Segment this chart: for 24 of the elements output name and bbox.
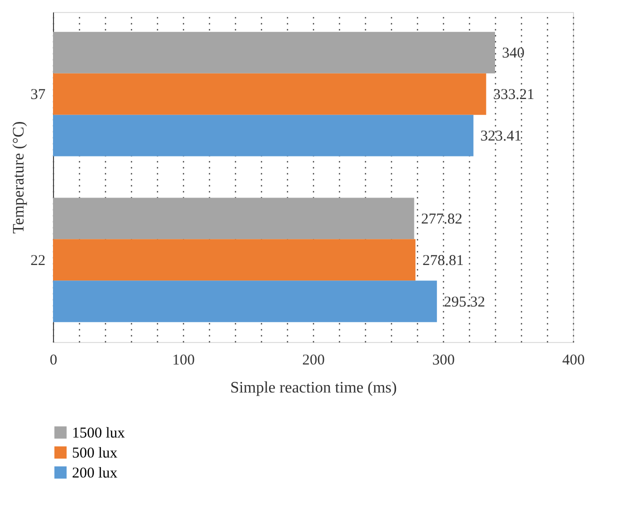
x-tick-label: 300 xyxy=(432,352,455,368)
data-label: 323.41 xyxy=(480,128,522,145)
data-label: 277.82 xyxy=(421,211,462,228)
x-tick-label: 400 xyxy=(562,352,585,368)
legend-label: 200 lux xyxy=(72,466,118,482)
x-tick-label: 0 xyxy=(50,352,58,368)
data-label: 278.81 xyxy=(422,252,464,269)
data-label: 295.32 xyxy=(444,294,486,310)
bar xyxy=(53,32,495,74)
y-tick-label: 22 xyxy=(30,252,46,269)
y-axis-title: Temperature (°C) xyxy=(10,121,28,234)
data-label: 340 xyxy=(502,46,524,62)
bar xyxy=(53,239,416,281)
bar xyxy=(53,114,474,156)
legend-label: 500 lux xyxy=(72,446,118,462)
bar xyxy=(53,198,414,240)
x-tick-label: 100 xyxy=(172,352,195,368)
bar xyxy=(53,73,486,115)
bar xyxy=(53,280,437,322)
x-tick-label: 200 xyxy=(302,352,325,368)
y-tick-label: 37 xyxy=(30,87,46,104)
data-label: 333.21 xyxy=(493,87,534,104)
x-axis-title: Simple reaction time (ms) xyxy=(230,380,397,396)
legend-label: 1500 lux xyxy=(72,426,126,442)
